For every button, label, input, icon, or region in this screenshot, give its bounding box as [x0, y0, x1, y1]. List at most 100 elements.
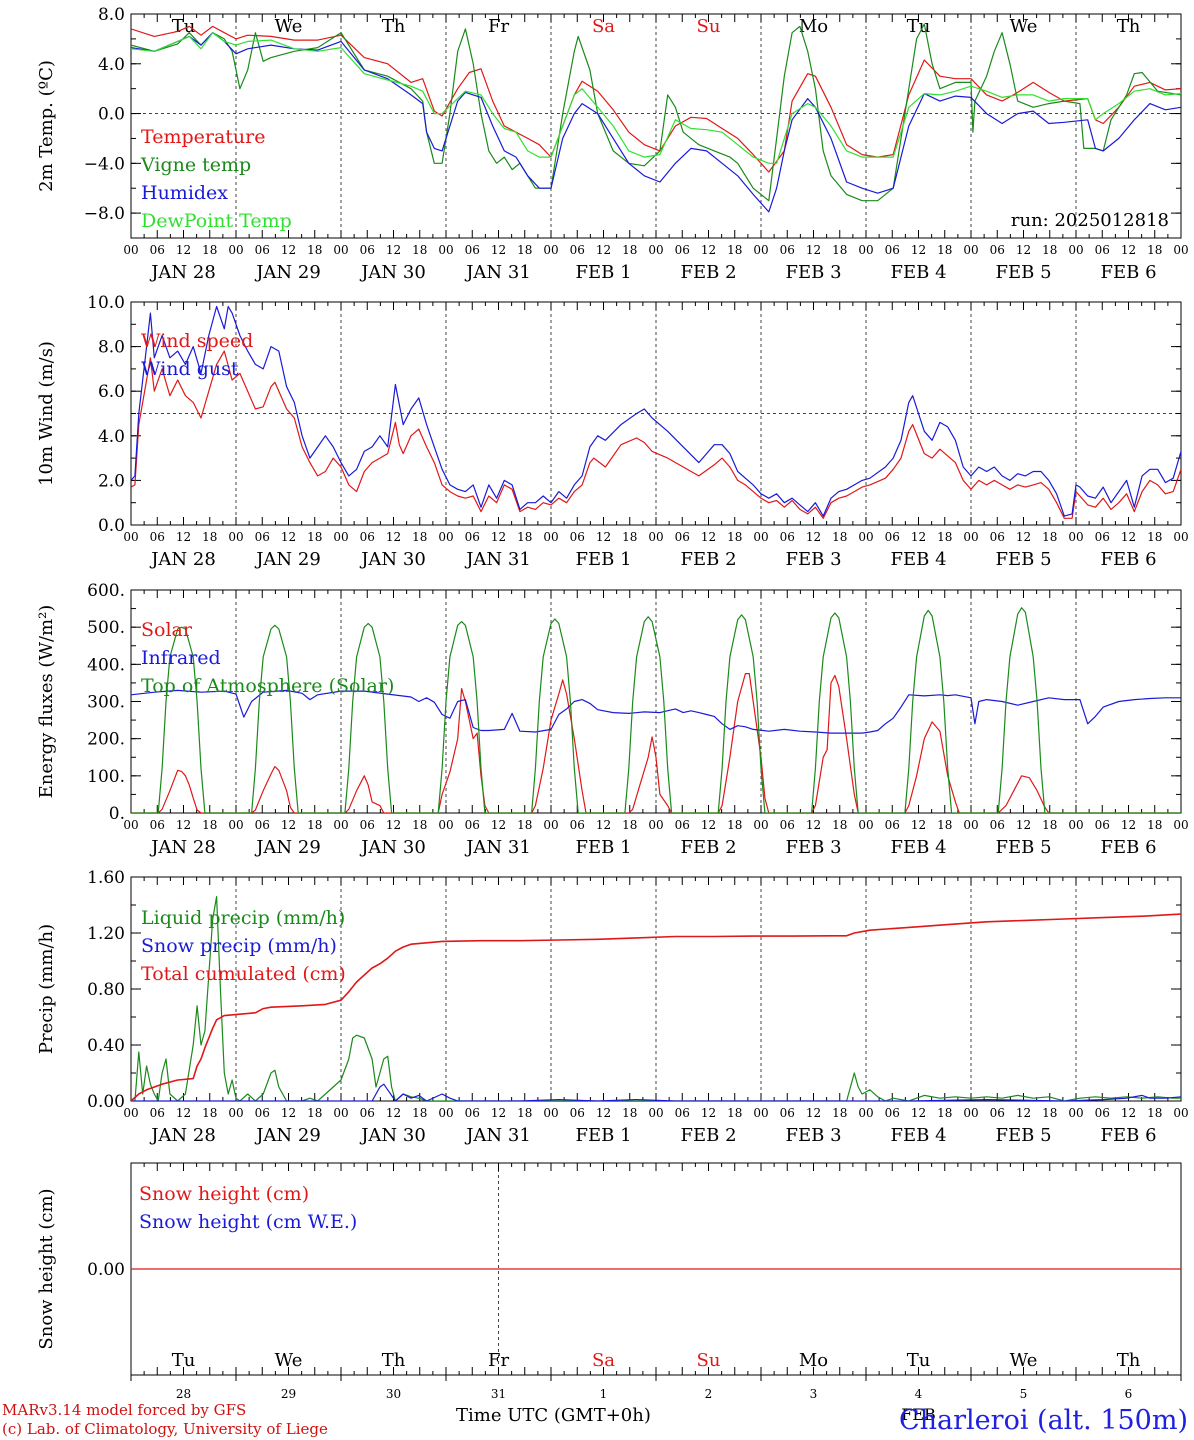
y-tick-label: 0.00 [87, 1260, 125, 1280]
date-label: JAN 31 [464, 837, 531, 858]
y-axis-label: 2m Temp. (ºC) [36, 60, 57, 192]
day-of-week-label: Mo [799, 1350, 828, 1371]
hour-label: 18 [517, 1106, 532, 1120]
hour-label: 00 [963, 530, 978, 544]
footer-model-credit: MARv3.14 model forced by GFS [2, 1401, 247, 1419]
day-of-week-label: Tu [172, 1350, 196, 1371]
hour-label: 18 [727, 1106, 742, 1120]
legend-entry: Solar [141, 619, 193, 641]
date-label: JAN 30 [359, 1125, 426, 1146]
hour-label: 00 [1068, 818, 1083, 832]
hour-label: 06 [570, 243, 585, 257]
date-label: FEB 4 [890, 262, 946, 283]
y-axis-label: Precip (mm/h) [36, 924, 57, 1054]
hour-label: 00 [1068, 243, 1083, 257]
hour-label: 06 [780, 1106, 795, 1120]
hour-label: 00 [333, 818, 348, 832]
hour-label: 12 [281, 530, 296, 544]
y-tick-label: 1.20 [87, 924, 125, 944]
y-tick-label: 4.0 [98, 55, 125, 75]
hour-label: 18 [517, 818, 532, 832]
hour-label: 12 [596, 530, 611, 544]
hour-label: 06 [465, 243, 480, 257]
hour-label: 18 [202, 243, 217, 257]
legend-entry: Top of Atmosphere (Solar) [141, 675, 394, 697]
y-tick-label: 10.0 [87, 293, 125, 313]
day-number-label: 5 [1020, 1387, 1028, 1401]
y-tick-label: 0.0 [98, 516, 125, 536]
hour-label: 12 [491, 818, 506, 832]
y-axis-label: Snow height (cm) [36, 1188, 57, 1349]
hour-label: 12 [386, 818, 401, 832]
hour-label: 12 [911, 1106, 926, 1120]
y-tick-label: 300. [87, 693, 125, 713]
hour-label: 06 [1095, 1106, 1110, 1120]
y-tick-label: 6.0 [98, 382, 125, 402]
legend-entry: Infrared [141, 647, 221, 669]
hour-label: 12 [491, 1106, 506, 1120]
date-label: FEB 2 [680, 1125, 736, 1146]
hour-label: 18 [202, 530, 217, 544]
hour-label: 00 [228, 243, 243, 257]
hour-label: 18 [1147, 243, 1162, 257]
hour-label: 12 [701, 243, 716, 257]
date-label: FEB 4 [890, 1125, 946, 1146]
date-label: JAN 30 [359, 549, 426, 570]
date-label: FEB 3 [785, 262, 841, 283]
footer-copyright: (c) Lab. of Climatology, University of L… [2, 1420, 328, 1438]
y-tick-label: −8.0 [84, 204, 125, 224]
date-label: FEB 3 [785, 1125, 841, 1146]
date-label: JAN 28 [149, 1125, 216, 1146]
hour-label: 18 [622, 530, 637, 544]
panel-4: 0.00 0.40 0.80 1.20 1.60 Precip (mm/h) 00 06 12 1… [36, 868, 1189, 1146]
hour-label: 00 [1068, 1106, 1083, 1120]
hour-label: 12 [596, 818, 611, 832]
legend-entry: Wind speed [141, 330, 253, 352]
series-line-wind-gust [131, 305, 1181, 517]
series-line-liquid-precip-mm-h [131, 895, 1181, 1101]
hour-label: 18 [412, 818, 427, 832]
hour-label: 12 [1121, 818, 1136, 832]
hour-label: 12 [176, 818, 191, 832]
hour-label: 18 [832, 243, 847, 257]
hour-label: 18 [622, 818, 637, 832]
hour-label: 00 [543, 1106, 558, 1120]
hour-label: 18 [517, 530, 532, 544]
date-label: FEB 6 [1100, 1125, 1156, 1146]
date-label: FEB 5 [995, 549, 1051, 570]
day-number-label: 3 [810, 1387, 818, 1401]
day-of-week-label: Th [382, 16, 406, 37]
hour-label: 18 [832, 818, 847, 832]
panel-frame [130, 589, 1182, 814]
legend-entry: Snow height (cm) [139, 1183, 309, 1205]
hour-label: 00 [123, 243, 138, 257]
date-label: JAN 29 [254, 837, 321, 858]
hour-label: 06 [465, 818, 480, 832]
series-line-dewpoint-temp [131, 32, 1181, 164]
y-tick-label: 0.0 [98, 105, 125, 125]
hour-label: 00 [753, 530, 768, 544]
hour-label: 12 [491, 530, 506, 544]
hour-label: 00 [123, 818, 138, 832]
hour-label: 12 [911, 243, 926, 257]
date-label: FEB 6 [1100, 549, 1156, 570]
hour-label: 06 [570, 1106, 585, 1120]
hour-label: 18 [1147, 1106, 1162, 1120]
legend-entry: Vigne temp [140, 154, 251, 176]
hour-label: 00 [543, 243, 558, 257]
date-label: JAN 31 [464, 262, 531, 283]
date-label: JAN 28 [149, 262, 216, 283]
series-line-solar [131, 672, 1181, 813]
hour-label: 06 [360, 243, 375, 257]
hour-label: 00 [753, 243, 768, 257]
hour-label: 06 [150, 243, 165, 257]
series-line-wind-speed [131, 350, 1181, 519]
hour-label: 12 [596, 243, 611, 257]
y-axis-label: 10m Wind (m/s) [36, 341, 57, 486]
hour-label: 12 [386, 1106, 401, 1120]
hour-label: 06 [675, 1106, 690, 1120]
hour-label: 12 [176, 1106, 191, 1120]
hour-label: 00 [438, 243, 453, 257]
day-number-label: 2 [705, 1387, 713, 1401]
y-tick-label: 0.80 [87, 980, 125, 1000]
